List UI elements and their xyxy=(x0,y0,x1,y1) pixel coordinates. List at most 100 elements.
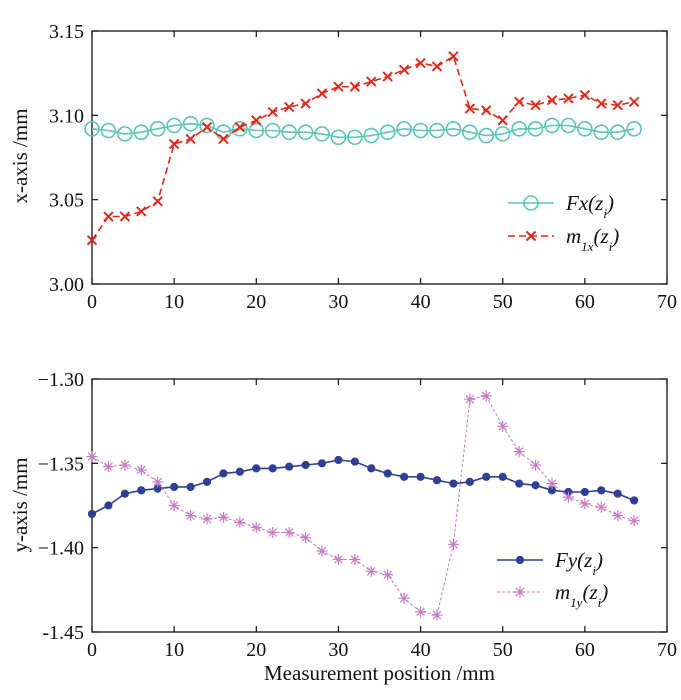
data-point-marker xyxy=(579,89,591,101)
series-line xyxy=(91,395,635,616)
chart-panel-2: 0 10 20 30 40 50 60 70 -1.45 −1.40 −1.35 −1.30 y-axi… xyxy=(8,369,677,685)
data-point-marker xyxy=(103,211,114,222)
data-point-marker xyxy=(248,122,265,139)
data-point-marker xyxy=(464,103,476,114)
data-point-marker-stroke xyxy=(564,492,573,502)
data-point-marker xyxy=(415,57,426,69)
legend-label-mid: (z xyxy=(593,224,608,248)
data-point-marker xyxy=(349,81,361,92)
data-point-marker xyxy=(563,93,574,104)
data-point-marker-stroke xyxy=(481,391,491,401)
data-point-marker xyxy=(149,121,166,137)
data-point-marker-stroke xyxy=(334,555,343,564)
data-point-marker xyxy=(382,569,394,581)
legend: Fx(zi)m1x(zi) xyxy=(508,191,619,254)
data-point-marker-stroke xyxy=(267,106,278,118)
data-point-marker xyxy=(314,126,330,142)
data-point-marker xyxy=(383,469,392,478)
legend-label-subscript: i xyxy=(598,595,602,610)
data-point-marker-stroke xyxy=(284,528,294,537)
data-point-marker-stroke xyxy=(448,51,459,62)
data-point-marker xyxy=(170,482,179,492)
data-point-marker xyxy=(218,133,229,145)
data-point-marker xyxy=(449,479,458,488)
data-point-marker xyxy=(86,451,98,463)
legend-label-mid: (z xyxy=(582,580,597,604)
data-point-marker xyxy=(464,393,476,405)
data-point-marker xyxy=(431,609,443,621)
data-point-marker xyxy=(530,100,541,111)
data-point-marker xyxy=(166,117,182,134)
data-point-marker xyxy=(100,122,117,139)
data-point-marker xyxy=(264,122,281,139)
data-point-marker xyxy=(530,459,542,471)
data-point-marker-stroke xyxy=(580,499,590,509)
data-point-marker xyxy=(133,124,150,140)
x-tick-label: 40 xyxy=(411,291,431,313)
x-tick-label: 50 xyxy=(493,639,513,661)
data-point-marker xyxy=(513,96,525,108)
data-point-marker xyxy=(363,127,380,144)
data-point-marker xyxy=(562,491,574,503)
data-point-marker xyxy=(332,553,344,565)
data-point-marker xyxy=(217,511,229,523)
data-point-marker xyxy=(135,464,147,476)
data-point-marker-stroke xyxy=(219,512,228,522)
data-point-marker xyxy=(597,486,606,495)
legend-marker-marker xyxy=(523,195,539,211)
x-tick-label: 20 xyxy=(246,291,266,313)
data-point-marker xyxy=(300,98,311,109)
data-point-marker-stroke xyxy=(431,61,443,72)
legend-marker-marker xyxy=(515,555,525,565)
data-point-marker-stroke xyxy=(350,555,360,564)
data-point-marker xyxy=(511,121,527,137)
data-point-marker-stroke xyxy=(153,477,163,487)
series-1-1 xyxy=(84,115,642,146)
data-point-marker xyxy=(232,121,248,137)
series-line xyxy=(91,55,635,241)
data-point-marker-stroke xyxy=(449,539,458,549)
data-point-marker xyxy=(168,138,180,150)
data-point-marker-stroke xyxy=(366,566,376,576)
data-point-marker-stroke xyxy=(399,593,409,603)
data-point-marker-stroke xyxy=(547,479,557,488)
data-point-marker-stroke xyxy=(366,76,377,87)
y-tick-label: −1.30 xyxy=(38,369,84,391)
data-point-marker xyxy=(199,117,215,134)
legend-label-main: Fx(z xyxy=(565,191,603,215)
data-point-marker-stroke xyxy=(465,394,475,404)
data-point-marker xyxy=(626,121,642,137)
data-point-marker-stroke xyxy=(87,452,97,461)
x-tick-label: 70 xyxy=(657,291,677,313)
data-point-marker xyxy=(84,121,100,137)
data-point-marker xyxy=(367,464,376,473)
x-tick-label: 60 xyxy=(575,291,595,313)
data-point-marker xyxy=(596,98,607,109)
data-point-marker xyxy=(498,472,507,481)
x-tick-label: 70 xyxy=(657,639,677,661)
legend-label: Fx(zi) xyxy=(565,191,614,221)
data-point-marker xyxy=(412,122,429,139)
x-axis-label: Measurement position /mm xyxy=(264,661,495,685)
data-point-marker-stroke xyxy=(251,115,262,126)
data-point-marker xyxy=(513,446,525,458)
data-point-marker xyxy=(86,234,98,246)
legend-label-main: Fy(z xyxy=(554,548,592,572)
data-point-marker xyxy=(497,115,508,126)
data-point-marker-stroke xyxy=(104,462,113,472)
series-line xyxy=(91,122,635,139)
data-point-marker xyxy=(478,127,495,144)
y-tick-label: 3.05 xyxy=(49,190,84,212)
plot-frame xyxy=(91,30,668,285)
x-tick-label: 50 xyxy=(493,291,513,313)
data-point-marker xyxy=(182,115,199,132)
legend-marker-marker xyxy=(525,230,537,242)
y-tick-label: -1.45 xyxy=(42,622,84,644)
x-tick-label: 20 xyxy=(246,639,266,661)
legend-label-main: m xyxy=(566,224,581,248)
data-point-marker-stroke xyxy=(251,523,261,532)
data-point-marker xyxy=(185,510,197,522)
x-tick-label: 30 xyxy=(328,291,348,313)
data-point-marker xyxy=(119,211,131,222)
data-point-marker-stroke xyxy=(628,96,640,108)
